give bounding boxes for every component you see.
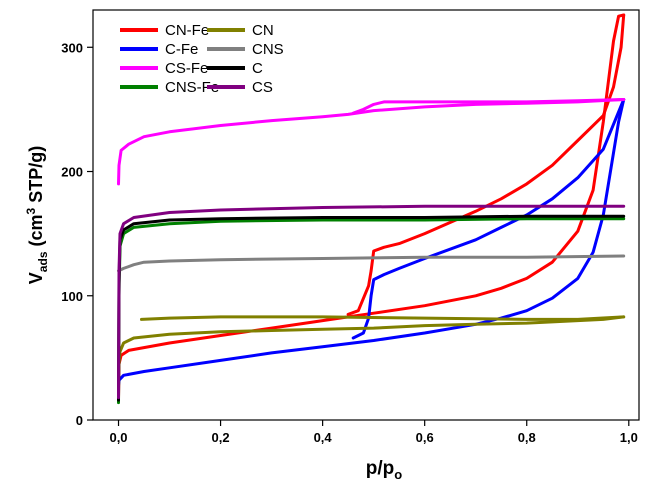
series-line-cn-fe-desorption <box>346 13 626 316</box>
y-tick-label: 200 <box>61 165 83 180</box>
y-tick-label: 0 <box>76 413 83 428</box>
series-line-cs-fe-adsorption <box>117 98 626 186</box>
x-tick-label: 1,0 <box>620 430 638 445</box>
series-line-cn-adsorption <box>117 315 626 372</box>
x-axis-title-main: p/p <box>366 458 395 479</box>
legend-label-cs-fe: CS-Fe <box>165 60 208 77</box>
legend-label-cn: CN <box>252 22 274 39</box>
legend-label-cn-fe: CN-Fe <box>165 22 209 39</box>
legend: CN-Fe C-Fe CS-Fe CNS-Fe CN CNS C CS <box>120 22 284 96</box>
x-tick-label: 0,8 <box>518 430 536 445</box>
y-axis-title: Vads (cm3 STP/g) <box>24 146 50 284</box>
y-axis-title-main: V <box>26 272 46 284</box>
series-line-c-fe-adsorption <box>117 98 626 387</box>
y-axis-title-sup: 3 <box>24 207 38 214</box>
y-axis-title-sub: ads <box>36 251 50 272</box>
legend-label-c-fe: C-Fe <box>165 41 198 58</box>
series-line-cs-adsorption <box>117 204 626 400</box>
x-tick-label: 0,4 <box>314 430 333 445</box>
series-line-cns-fe-adsorption <box>117 217 626 405</box>
y-axis-title-pre: (cm <box>26 214 46 251</box>
plot-frame <box>92 9 640 421</box>
y-tick-label: 100 <box>61 289 83 304</box>
series-line-cs-fe-desorption <box>351 98 626 115</box>
legend-label-cns: CNS <box>252 41 284 58</box>
x-tick-label: 0,0 <box>109 430 127 445</box>
series-line-cn-desorption <box>140 315 626 321</box>
x-axis-title: p/po <box>366 458 403 482</box>
legend-label-c: C <box>252 60 263 77</box>
series-line-cn-fe-adsorption <box>117 13 626 401</box>
series-line-cns-adsorption <box>117 254 626 273</box>
y-tick-label: 300 <box>61 40 83 55</box>
axes-layer: 0,0 0,2 0,4 0,6 0,8 1,0 0 100 200 300 <box>61 40 638 445</box>
series-layer <box>117 13 626 405</box>
x-tick-label: 0,6 <box>416 430 434 445</box>
x-axis-title-sub: o <box>394 467 402 482</box>
legend-label-cns-fe: CNS-Fe <box>165 79 219 96</box>
legend-label-cs: CS <box>252 79 273 96</box>
y-axis-title-post: STP/g) <box>26 146 46 208</box>
x-tick-label: 0,2 <box>212 430 230 445</box>
